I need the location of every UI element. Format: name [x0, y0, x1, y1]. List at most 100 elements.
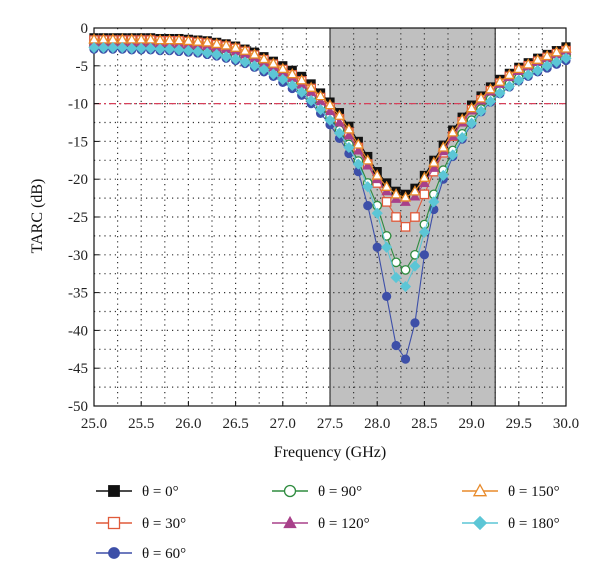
data-point — [145, 42, 157, 55]
data-point — [391, 212, 401, 222]
y-tick-label: -20 — [68, 172, 88, 188]
y-tick-label: -5 — [76, 59, 89, 75]
data-point — [296, 86, 308, 98]
data-point — [400, 354, 411, 364]
data-point — [258, 52, 270, 64]
data-point — [314, 89, 327, 101]
data-point — [465, 101, 478, 113]
data-point — [418, 171, 431, 182]
data-point — [409, 185, 421, 196]
data-point — [229, 41, 242, 52]
x-tick-label: 26.0 — [175, 416, 201, 432]
data-point — [503, 80, 515, 92]
data-point — [97, 42, 110, 54]
data-point — [286, 67, 298, 79]
x-tick-label: 30.0 — [553, 416, 579, 432]
data-point — [419, 177, 430, 187]
legend-label: θ = 30° — [142, 516, 186, 532]
data-point — [220, 39, 232, 50]
data-point — [305, 81, 317, 92]
data-point — [381, 197, 392, 207]
data-point — [541, 60, 553, 72]
data-point — [286, 79, 298, 92]
legend-label: θ = 0° — [142, 484, 179, 500]
data-point — [333, 127, 346, 139]
legend-marker — [283, 515, 297, 529]
data-point — [192, 45, 204, 58]
data-point — [494, 75, 506, 86]
data-point — [126, 42, 138, 55]
data-point — [456, 113, 468, 124]
y-tick-label: -35 — [68, 286, 88, 302]
series-5 — [88, 33, 572, 202]
data-point — [295, 73, 308, 85]
x-tick-label: 25.5 — [128, 416, 154, 432]
legend-item: θ = 90° — [272, 484, 362, 500]
data-point — [239, 56, 251, 68]
data-point — [343, 141, 355, 154]
data-point — [192, 35, 204, 46]
data-point — [475, 105, 487, 117]
data-point — [390, 271, 402, 284]
data-point — [352, 138, 365, 149]
data-point — [532, 64, 544, 76]
data-point — [182, 34, 195, 46]
data-point — [220, 51, 232, 63]
data-point — [353, 144, 364, 155]
legend-label: θ = 180° — [508, 516, 560, 532]
legend-marker — [283, 484, 297, 498]
data-point — [541, 49, 553, 61]
legend-item: θ = 0° — [96, 484, 179, 500]
data-point — [248, 60, 261, 72]
data-point — [182, 45, 195, 57]
legend-item: θ = 120° — [272, 515, 370, 532]
data-point — [400, 221, 411, 232]
y-tick-label: -10 — [68, 97, 88, 113]
data-point — [531, 53, 544, 64]
data-point — [550, 46, 563, 57]
data-point — [419, 189, 430, 200]
data-point — [550, 56, 563, 68]
data-point — [484, 83, 497, 94]
data-point — [522, 69, 534, 81]
data-point — [494, 87, 506, 99]
data-point — [352, 158, 364, 170]
data-point — [447, 126, 459, 137]
x-tick-label: 25.0 — [81, 416, 107, 432]
data-point — [381, 241, 393, 253]
data-point — [475, 92, 487, 103]
data-point — [409, 190, 421, 201]
data-point — [409, 260, 421, 272]
data-point — [428, 156, 440, 167]
x-tick-label: 29.5 — [506, 416, 532, 432]
data-point — [400, 265, 411, 275]
data-point — [399, 191, 412, 202]
data-point — [560, 52, 572, 64]
data-point — [267, 68, 279, 80]
data-point — [465, 117, 478, 129]
data-point — [362, 181, 374, 193]
data-point — [211, 48, 223, 61]
data-point — [154, 43, 166, 55]
data-point — [211, 37, 223, 49]
legend-marker — [107, 516, 121, 530]
data-point — [333, 109, 346, 120]
legend-label: θ = 90° — [318, 484, 362, 500]
data-point — [456, 132, 468, 144]
data-point — [380, 180, 393, 191]
data-point — [371, 207, 383, 219]
data-point — [248, 48, 261, 59]
data-point — [363, 201, 373, 211]
data-point — [239, 44, 251, 55]
data-point — [372, 242, 382, 252]
data-point — [324, 114, 336, 126]
data-point — [343, 123, 355, 134]
data-point — [522, 58, 534, 69]
data-point — [277, 62, 289, 74]
data-point — [324, 98, 336, 110]
x-axis-label: Frequency (GHz) — [274, 444, 386, 461]
data-point — [173, 33, 185, 45]
legend-marker — [108, 485, 120, 497]
x-tick-label: 26.5 — [222, 416, 248, 432]
